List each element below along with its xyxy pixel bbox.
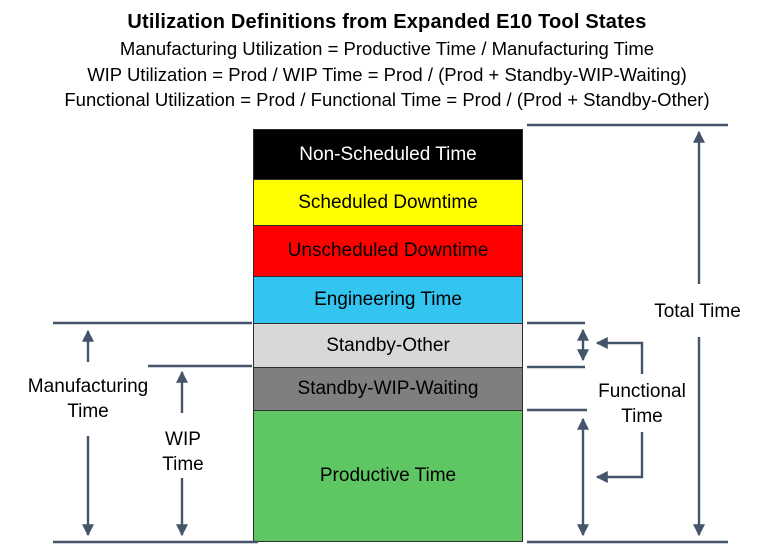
bar-segment-label: Unscheduled Downtime — [287, 240, 489, 261]
total-time-label-text: Total Time — [654, 301, 741, 322]
header: Utilization Definitions from Expanded E1… — [0, 8, 774, 113]
state-stack: Non-Scheduled Time Scheduled Downtime Unsc… — [253, 129, 523, 542]
manufacturing-time-label: Manufacturing Time — [8, 374, 168, 424]
functional-lower-bracket — [595, 432, 644, 483]
wip-time-label: WIP Time — [123, 427, 243, 477]
bar-segment-non-scheduled-time: Non-Scheduled Time — [254, 130, 522, 180]
wip-time-label-line1: WIP — [165, 429, 201, 450]
bar-segment-label: Non-Scheduled Time — [299, 143, 477, 165]
bar-segment-standby-wip-waiting: Standby-WIP-Waiting — [254, 368, 522, 411]
functional-time-label: Functional Time — [572, 379, 712, 429]
page-title: Utilization Definitions from Expanded E1… — [127, 11, 647, 33]
functional-upper-bracket — [595, 337, 644, 374]
bar-segment-label: Engineering Time — [314, 289, 462, 310]
wip-time-label-line2: Time — [162, 454, 204, 475]
bar-segment-productive-time: Productive Time — [254, 411, 522, 541]
bar-segment-label: Standby-WIP-Waiting — [297, 378, 479, 399]
manufacturing-time-label-line2: Time — [67, 401, 109, 422]
functional-time-label-line2: Time — [621, 406, 663, 427]
bar-segment-standby-other: Standby-Other — [254, 324, 522, 368]
bar-segment-unscheduled-downtime: Unscheduled Downtime — [254, 226, 522, 277]
functional-time-label-line1: Functional — [598, 381, 686, 402]
bar-segment-label: Scheduled Downtime — [298, 191, 478, 213]
total-time-label: Total Time — [630, 299, 765, 324]
bar-segment-label: Productive Time — [319, 465, 457, 486]
bar-segment-scheduled-downtime: Scheduled Downtime — [254, 180, 522, 226]
manufacturing-time-label-line1: Manufacturing — [27, 376, 149, 397]
definition-manufacturing-utilization: Manufacturing Utilization = Productive T… — [119, 38, 655, 59]
definition-wip-utilization: WIP Utilization = Prod / WIP Time = Prod… — [87, 63, 687, 85]
bar-segment-engineering-time: Engineering Time — [254, 277, 522, 324]
bar-segment-label: Standby-Other — [326, 334, 450, 356]
definition-functional-utilization: Functional Utilization = Prod / Function… — [64, 89, 710, 110]
